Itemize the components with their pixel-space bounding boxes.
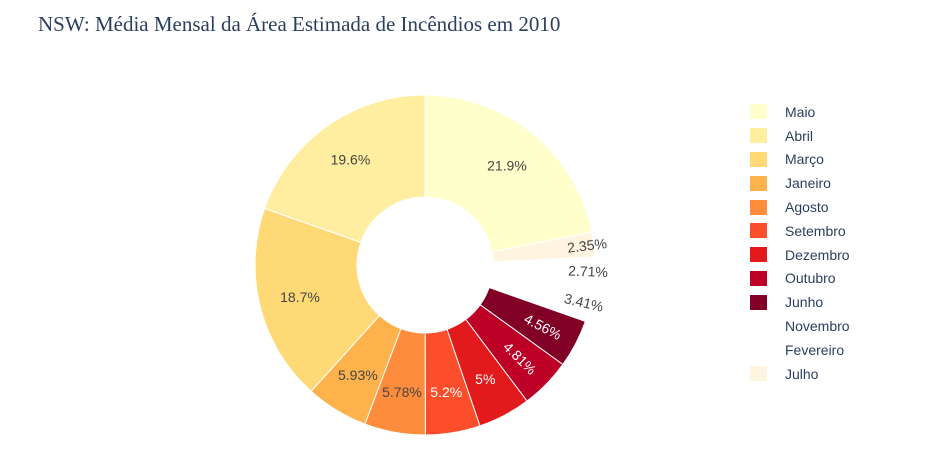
legend-item-junho[interactable]: Junho	[750, 290, 850, 314]
legend-label: Abril	[785, 127, 814, 144]
legend-item-maio[interactable]: Maio	[750, 100, 850, 124]
legend-swatch	[750, 294, 767, 310]
slice-abril[interactable]	[264, 94, 426, 244]
legend-label: Fevereiro	[785, 341, 845, 358]
legend-item-janeiro[interactable]: Janeiro	[750, 171, 850, 195]
legend-item-outubro[interactable]: Outubro	[750, 267, 850, 291]
legend-item-abril[interactable]: Abril	[750, 124, 850, 148]
legend-label: Junho	[785, 294, 824, 311]
legend-item-julho[interactable]: Julho	[750, 362, 850, 386]
legend-label: Novembro	[785, 318, 850, 335]
legend-label: Maio	[785, 103, 816, 120]
legend-label: Outubro	[785, 270, 836, 287]
legend-swatch	[750, 104, 767, 120]
legend-label: Janeiro	[785, 175, 831, 192]
legend-label: Setembro	[785, 222, 846, 239]
legend-swatch	[750, 247, 767, 263]
slice-label-dezembro: 5%	[475, 371, 495, 387]
legend-item-setembro[interactable]: Setembro	[750, 219, 850, 243]
slice-marco[interactable]	[254, 207, 381, 392]
slice-label-abril: 19.6%	[331, 152, 371, 168]
legend-swatch	[750, 128, 767, 144]
legend-swatch	[750, 199, 767, 215]
legend-label: Dezembro	[785, 246, 850, 263]
slices-layer	[254, 94, 596, 436]
legend-item-dezembro[interactable]: Dezembro	[750, 243, 850, 267]
slice-label-maio: 21.9%	[487, 157, 527, 173]
legend-swatch	[750, 270, 767, 286]
slice-maio[interactable]	[424, 94, 593, 253]
legend-swatch	[750, 318, 767, 334]
legend-swatch	[750, 223, 767, 239]
slice-label-janeiro: 5.93%	[338, 367, 378, 383]
legend-label: Julho	[785, 365, 819, 382]
legend-swatch	[750, 175, 767, 191]
legend-swatch	[750, 366, 767, 382]
legend-item-marco[interactable]: Março	[750, 148, 850, 172]
slice-label-marco: 18.7%	[280, 289, 320, 305]
legend-swatch	[750, 151, 767, 167]
legend-item-agosto[interactable]: Agosto	[750, 195, 850, 219]
legend-label: Março	[785, 151, 824, 168]
slice-label-agosto: 5.78%	[382, 384, 422, 400]
slice-label-fevereiro: 2.71%	[568, 263, 608, 281]
legend-item-novembro[interactable]: Novembro	[750, 314, 850, 338]
legend-label: Agosto	[785, 199, 829, 216]
chart-title: NSW: Média Mensal da Área Estimada de In…	[38, 12, 561, 36]
slice-label-julho: 2.35%	[566, 235, 607, 256]
legend-swatch	[750, 342, 767, 358]
legend: Maio Abril Março Janeiro Agosto Setembro Dezem…	[750, 100, 850, 386]
slice-label-setembro: 5.2%	[430, 384, 462, 400]
legend-item-fevereiro[interactable]: Fevereiro	[750, 338, 850, 362]
